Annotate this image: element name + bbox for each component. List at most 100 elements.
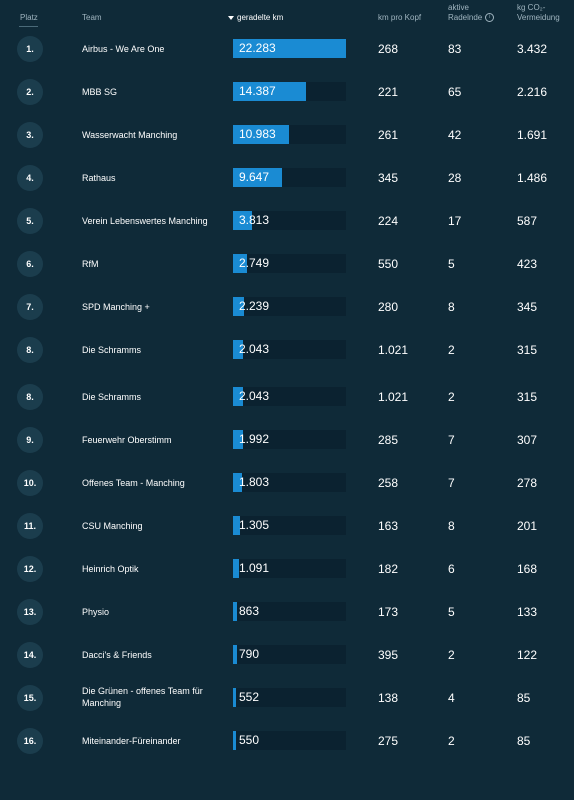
km-value: 1.091 (239, 561, 270, 575)
km-per-head-value: 258 (378, 476, 399, 490)
km-bar: 22.283 (233, 39, 346, 58)
km-bar: 9.647 (233, 168, 346, 187)
team-name[interactable]: Rathaus (82, 173, 116, 183)
column-header-rank[interactable]: Platz (20, 13, 38, 22)
column-header-km[interactable]: geradelte km (228, 13, 283, 23)
table-row[interactable]: 13. Physio 863 173 5 133 (0, 591, 574, 634)
team-name[interactable]: SPD Manching + (82, 302, 150, 312)
table-row[interactable]: 15. Die Grünen - offenes Team für Manchi… (0, 677, 574, 720)
column-header-co2-saved[interactable]: kg CO₂- Vermeidung (517, 3, 560, 23)
co2-value: 315 (517, 390, 538, 404)
info-icon[interactable]: i (485, 13, 495, 23)
table-row[interactable]: 5. Verein Lebenswertes Manching 3.813 22… (0, 200, 574, 243)
km-bar: 3.813 (233, 211, 346, 230)
team-name[interactable]: Die Grünen - offenes Team für Manching (82, 686, 203, 708)
km-per-head-value: 550 (378, 257, 399, 271)
km-value: 552 (239, 690, 260, 704)
table-row[interactable]: 3. Wasserwacht Manching 10.983 261 42 1.… (0, 114, 574, 157)
table-row[interactable]: 8. Die Schramms 2.043 1.021 2 315 (0, 376, 574, 419)
co2-value: 85 (517, 691, 531, 705)
team-name[interactable]: Physio (82, 607, 110, 617)
column-header-km-label: geradelte km (237, 13, 284, 22)
km-value: 2.749 (239, 256, 270, 270)
km-bar: 790 (233, 645, 346, 664)
table-row[interactable]: 14. Dacci's & Friends 790 395 2 122 (0, 634, 574, 677)
co2-label-line2: Vermeidung (517, 13, 560, 22)
team-name[interactable]: Verein Lebenswertes Manching (82, 216, 208, 226)
km-value: 14.387 (239, 84, 276, 98)
km-per-head-value: 280 (378, 300, 399, 314)
active-riders-value: 2 (448, 648, 455, 662)
km-bar-fill (233, 39, 346, 58)
km-bar: 10.983 (233, 125, 346, 144)
km-bar: 2.043 (233, 387, 346, 406)
km-per-head-value: 163 (378, 519, 399, 533)
table-row[interactable]: 11. CSU Manching 1.305 163 8 201 (0, 505, 574, 548)
km-bar-fill (233, 211, 252, 230)
co2-value: 85 (517, 734, 531, 748)
km-bar: 14.387 (233, 82, 346, 101)
rank-badge: 8. (17, 337, 43, 363)
co2-value: 133 (517, 605, 538, 619)
team-name[interactable]: Wasserwacht Manching (82, 130, 178, 140)
km-bar-fill (233, 297, 244, 316)
km-bar-fill (233, 340, 243, 359)
team-name[interactable]: Miteinander-Füreinander (82, 736, 181, 746)
km-bar: 550 (233, 731, 346, 750)
active-riders-value: 8 (448, 300, 455, 314)
team-name[interactable]: Die Schramms (82, 345, 142, 355)
table-row[interactable]: 4. Rathaus 9.647 345 28 1.486 (0, 157, 574, 200)
table-row[interactable]: 10. Offenes Team - Manching 1.803 258 7 … (0, 462, 574, 505)
column-header-active-riders[interactable]: aktive Radelnde i (448, 3, 495, 23)
table-row[interactable]: 6. RfM 2.749 550 5 423 (0, 243, 574, 286)
team-name[interactable]: Dacci's & Friends (82, 650, 152, 660)
km-bar-fill (233, 430, 243, 449)
team-name[interactable]: Heinrich Optik (82, 564, 139, 574)
rank-badge: 8. (17, 384, 43, 410)
rank-badge: 11. (17, 513, 43, 539)
km-value: 1.992 (239, 432, 270, 446)
team-name[interactable]: CSU Manching (82, 521, 143, 531)
km-per-head-value: 261 (378, 128, 399, 142)
km-per-head-value: 221 (378, 85, 399, 99)
column-header-team[interactable]: Team (82, 13, 102, 22)
co2-value: 201 (517, 519, 538, 533)
rank-badge: 2. (17, 79, 43, 105)
active-riders-value: 5 (448, 605, 455, 619)
co2-value: 307 (517, 433, 538, 447)
km-per-head-value: 285 (378, 433, 399, 447)
km-value: 2.043 (239, 389, 270, 403)
table-row[interactable]: 8. Die Schramms 2.043 1.021 2 315 (0, 329, 574, 372)
team-name[interactable]: Airbus - We Are One (82, 44, 165, 54)
co2-label-line1: kg CO₂- (517, 3, 546, 12)
team-name[interactable]: Die Schramms (82, 392, 142, 402)
table-row[interactable]: 9. Feuerwehr Oberstimm 1.992 285 7 307 (0, 419, 574, 462)
km-bar: 1.305 (233, 516, 346, 535)
active-riders-value: 28 (448, 171, 462, 185)
km-bar: 2.043 (233, 340, 346, 359)
team-name[interactable]: RfM (82, 259, 99, 269)
team-name[interactable]: Offenes Team - Manching (82, 478, 185, 488)
table-row[interactable]: 1. Airbus - We Are One 22.283 268 83 3.4… (0, 28, 574, 71)
rank-badge: 16. (17, 728, 43, 754)
table-row[interactable]: 16. Miteinander-Füreinander 550 275 2 85 (0, 720, 574, 763)
co2-value: 587 (517, 214, 538, 228)
column-header-km-per-head[interactable]: km pro Kopf (378, 13, 422, 22)
active-riders-label-line1: aktive (448, 3, 469, 12)
km-bar: 2.239 (233, 297, 346, 316)
active-riders-value: 2 (448, 734, 455, 748)
co2-value: 278 (517, 476, 538, 490)
active-riders-value: 17 (448, 214, 462, 228)
team-name[interactable]: MBB SG (82, 87, 118, 97)
table-row[interactable]: 12. Heinrich Optik 1.091 182 6 168 (0, 548, 574, 591)
table-row[interactable]: 2. MBB SG 14.387 221 65 2.216 (0, 71, 574, 114)
table-row[interactable]: 7. SPD Manching + 2.239 280 8 345 (0, 286, 574, 329)
km-per-head-value: 268 (378, 42, 399, 56)
active-riders-value: 8 (448, 519, 455, 533)
km-bar-fill (233, 645, 237, 664)
co2-value: 1.486 (517, 171, 548, 185)
team-name[interactable]: Feuerwehr Oberstimm (82, 435, 172, 445)
rank-badge: 15. (17, 685, 43, 711)
km-bar-fill (233, 559, 239, 578)
rank-badge: 14. (17, 642, 43, 668)
